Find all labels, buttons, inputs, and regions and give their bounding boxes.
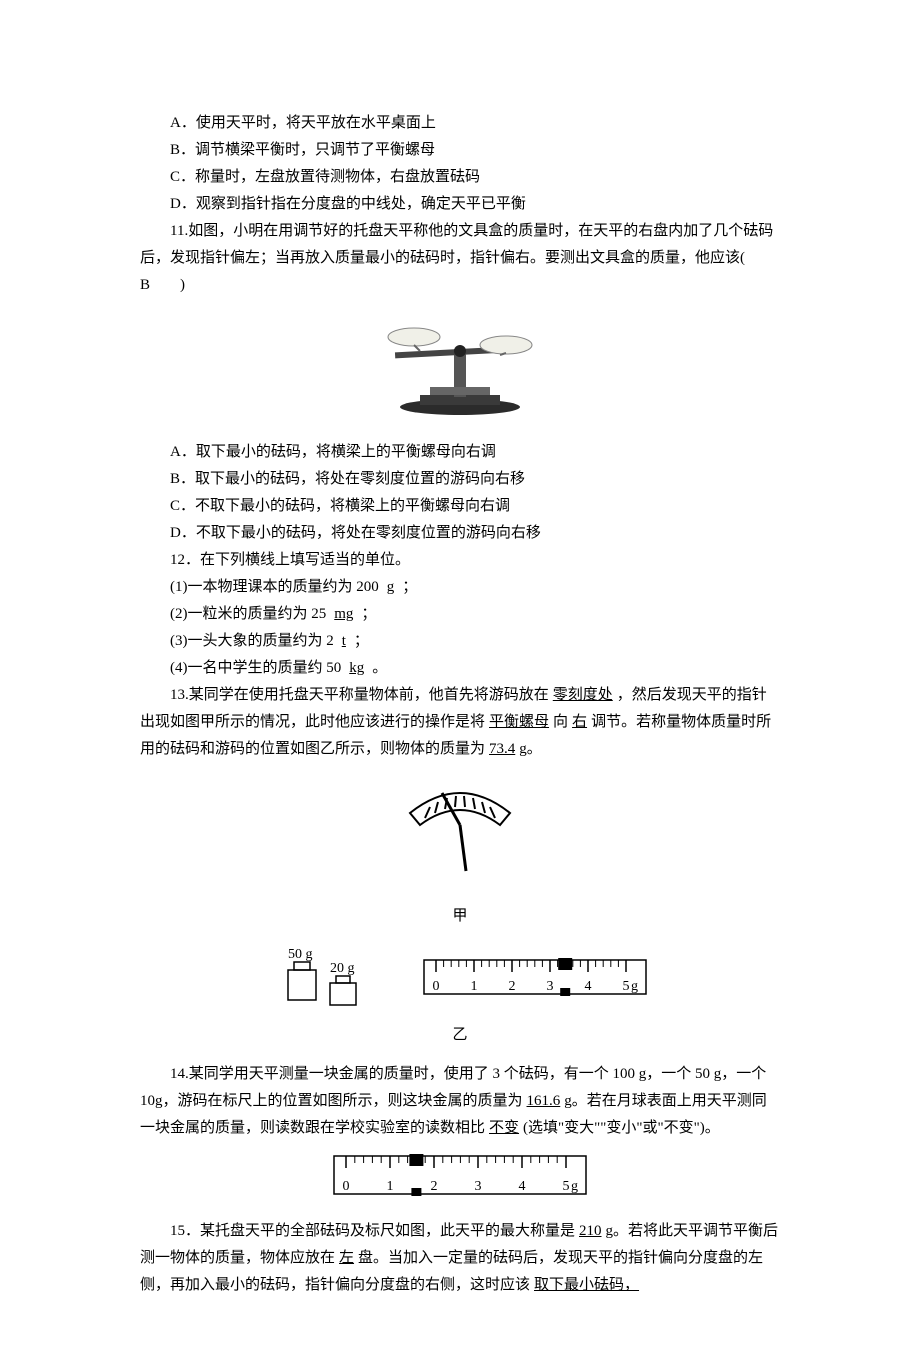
q11-option-b: B．取下最小的砝码，将处在零刻度位置的游码向右移 — [140, 466, 780, 493]
svg-text:2: 2 — [431, 1179, 438, 1194]
a1: 零刻度处 — [549, 687, 617, 703]
w1-label: 50 g — [288, 947, 313, 962]
text: A．使用天平时，将天平放在水平桌面上 — [170, 115, 436, 131]
q13-figure-dial — [140, 773, 780, 893]
svg-text:2: 2 — [509, 979, 516, 994]
a4: 73.4 — [485, 741, 519, 757]
q11-option-c: C．不取下最小的砝码，将横梁上的平衡螺母向右调 — [140, 493, 780, 520]
pointer-dial-icon — [390, 773, 530, 883]
q15-body: 15．某托盘天平的全部砝码及标尺如图，此天平的最大称量是210g。若将此天平调节… — [140, 1218, 780, 1299]
a2: 平衡螺母 — [485, 714, 553, 730]
q11-stem: 11.如图，小明在用调节好的托盘天平称他的文具盒的质量时，在天平的右盘内加了几个… — [140, 218, 780, 299]
svg-text:0: 0 — [433, 979, 440, 994]
answer: g — [379, 579, 403, 595]
q10-option-d: D．观察到指针指在分度盘的中线处，确定天平已平衡 — [140, 191, 780, 218]
a2: 不变 — [485, 1120, 523, 1136]
a3: 取下最小砝码， — [530, 1277, 643, 1293]
svg-text:g: g — [631, 979, 638, 994]
pre: (4)一名中学生的质量约 50 — [170, 660, 341, 676]
p5: g。 — [519, 741, 542, 757]
answer: t — [334, 633, 354, 649]
text: C．称量时，左盘放置待测物体，右盘放置砝码 — [170, 169, 480, 185]
svg-text:5: 5 — [623, 979, 630, 994]
svg-text:3: 3 — [475, 1179, 482, 1194]
a3: 右 — [568, 714, 591, 730]
w2-label: 20 g — [330, 961, 355, 976]
q10-option-c: C．称量时，左盘放置待测物体，右盘放置砝码 — [140, 164, 780, 191]
q11-option-d: D．不取下最小的砝码，将处在零刻度位置的游码向右移 — [140, 520, 780, 547]
text: B．调节横梁平衡时，只调节了平衡螺母 — [170, 142, 435, 158]
answer: mg — [326, 606, 361, 622]
text: A．取下最小的砝码，将横梁上的平衡螺母向右调 — [170, 444, 496, 460]
tail: ； — [354, 633, 369, 649]
q12-stem: 12．在下列横线上填写适当的单位。 — [140, 547, 780, 574]
q13-caption-jia: 甲 — [140, 903, 780, 930]
weights-icon: 50 g 20 g — [270, 942, 380, 1012]
q12-sub1: (1)一本物理课本的质量约为 200g； — [140, 574, 780, 601]
p1: 15．某托盘天平的全部砝码及标尺如图，此天平的最大称量是 — [170, 1223, 575, 1239]
a1: 210 — [575, 1223, 606, 1239]
answer: kg — [341, 660, 372, 676]
q13-body: 13.某同学在使用托盘天平称量物体前，他首先将游码放在零刻度处，然后发现天平的指… — [140, 682, 780, 763]
balance-scale-icon — [370, 309, 550, 419]
pre: (3)一头大象的质量约为 2 — [170, 633, 334, 649]
q13-caption-yi: 乙 — [140, 1022, 780, 1049]
svg-text:0: 0 — [343, 1179, 350, 1194]
tail: ； — [361, 606, 376, 622]
q10-option-b: B．调节横梁平衡时，只调节了平衡螺母 — [140, 137, 780, 164]
a1: 161.6 — [523, 1093, 565, 1109]
p1: 13.某同学在使用托盘天平称量物体前，他首先将游码放在 — [170, 687, 549, 703]
pre: (1)一本物理课本的质量约为 200 — [170, 579, 379, 595]
a2: 左 — [335, 1250, 358, 1266]
text: D．不取下最小的砝码，将处在零刻度位置的游码向右移 — [170, 525, 541, 541]
q12-sub4: (4)一名中学生的质量约 50kg。 — [140, 655, 780, 682]
ruler-q13: 0 1 2 3 4 5g — [420, 954, 650, 1000]
svg-text:5: 5 — [563, 1179, 570, 1194]
text: 12．在下列横线上填写适当的单位。 — [170, 552, 410, 568]
text: B．取下最小的砝码，将处在零刻度位置的游码向右移 — [170, 471, 525, 487]
text: 乙 — [452, 1027, 467, 1043]
q11-option-a: A．取下最小的砝码，将横梁上的平衡螺母向右调 — [140, 439, 780, 466]
text: D．观察到指针指在分度盘的中线处，确定天平已平衡 — [170, 196, 526, 212]
text: C．不取下最小的砝码，将横梁上的平衡螺母向右调 — [170, 498, 510, 514]
q12-sub2: (2)一粒米的质量约为 25mg； — [140, 601, 780, 628]
svg-text:4: 4 — [585, 979, 592, 994]
q14-figure: 0 1 2 3 4 5g — [140, 1150, 780, 1210]
pre: (2)一粒米的质量约为 25 — [170, 606, 326, 622]
q12-sub3: (3)一头大象的质量约为 2t； — [140, 628, 780, 655]
svg-text:1: 1 — [387, 1179, 394, 1194]
svg-text:1: 1 — [471, 979, 478, 994]
q10-option-a: A．使用天平时，将天平放在水平桌面上 — [140, 110, 780, 137]
text: 甲 — [452, 908, 467, 924]
q13-figure-yi: 50 g 20 g 0 1 2 3 4 5g — [140, 942, 780, 1012]
ruler-q14: 0 1 2 3 4 5g — [330, 1150, 590, 1200]
q11-figure — [140, 309, 780, 429]
svg-text:g: g — [571, 1179, 578, 1194]
text: 11.如图，小明在用调节好的托盘天平称他的文具盒的质量时，在天平的右盘内加了几个… — [140, 223, 775, 293]
q14-body: 14.某同学用天平测量一块金属的质量时，使用了 3 个砝码，有一个 100 g，… — [140, 1061, 780, 1142]
tail: 。 — [372, 660, 387, 676]
tail: ； — [402, 579, 417, 595]
svg-text:3: 3 — [547, 979, 554, 994]
p3: 向 — [553, 714, 568, 730]
svg-text:4: 4 — [519, 1179, 526, 1194]
p3: (选填"变大""变小"或"不变")。 — [523, 1120, 720, 1136]
